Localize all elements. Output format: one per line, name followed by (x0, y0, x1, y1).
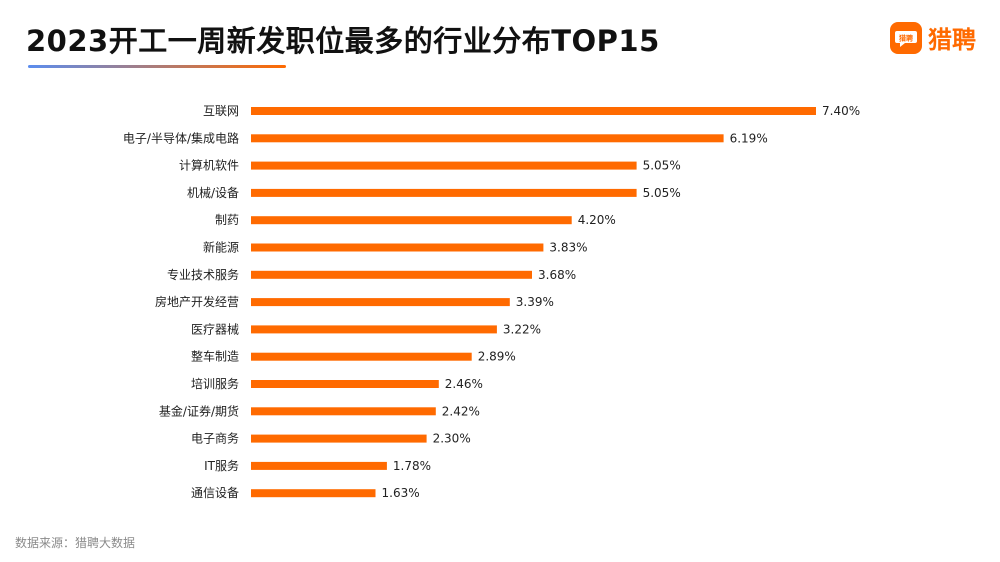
category-label: 电子商务 (191, 431, 239, 446)
value-label: 1.78% (393, 459, 431, 473)
category-label: 医疗器械 (191, 321, 239, 336)
value-label: 2.89% (478, 350, 516, 364)
page-title: 2023开工一周新发职位最多的行业分布TOP15 (26, 24, 660, 58)
source-note: 数据来源：猎聘大数据 (15, 536, 136, 550)
bar (251, 107, 816, 115)
title-underline (28, 65, 286, 68)
category-label: 通信设备 (191, 486, 239, 500)
bar (251, 243, 544, 252)
value-label: 7.40% (822, 104, 860, 118)
bar (251, 188, 637, 197)
brand-logo: 猎聘 猎聘 (890, 20, 976, 55)
category-label: 计算机软件 (179, 158, 239, 173)
bar (251, 380, 439, 388)
category-label: 制药 (215, 213, 239, 227)
bar (251, 489, 376, 498)
brand-icon-text: 猎聘 (899, 33, 913, 42)
bar (251, 461, 387, 470)
value-label: 2.46% (445, 377, 483, 391)
category-label: 整车制造 (191, 349, 239, 364)
bar (251, 270, 532, 279)
bar (251, 298, 510, 307)
value-label: 2.42% (442, 404, 480, 418)
value-label: 5.05% (643, 186, 681, 200)
bar (251, 161, 637, 170)
category-label: 互联网 (203, 104, 239, 118)
value-label: 3.83% (549, 241, 587, 255)
value-label: 1.63% (382, 486, 420, 500)
value-label: 6.19% (730, 131, 768, 145)
bar (251, 434, 427, 443)
bar (251, 352, 472, 361)
bar (251, 216, 572, 225)
category-label: 新能源 (203, 240, 239, 255)
bar (251, 134, 724, 143)
category-label: 基金/证券/期货 (159, 403, 239, 418)
category-label: 房地产开发经营 (155, 294, 239, 309)
value-label: 4.20% (578, 213, 616, 227)
category-label: 机械/设备 (187, 185, 239, 200)
bar (251, 407, 436, 416)
chat-bubble-icon: 猎聘 (890, 21, 922, 54)
category-label: IT服务 (204, 458, 239, 473)
category-label: 电子/半导体/集成电路 (123, 130, 239, 145)
value-label: 3.39% (516, 295, 554, 309)
brand-name: 猎聘 (928, 26, 976, 54)
value-label: 2.30% (433, 432, 471, 446)
value-label: 5.05% (643, 159, 681, 173)
category-label: 专业技术服务 (167, 267, 239, 282)
value-label: 3.68% (538, 268, 576, 282)
category-label: 培训服务 (191, 376, 239, 391)
bar (251, 325, 497, 334)
value-label: 3.22% (503, 322, 541, 336)
